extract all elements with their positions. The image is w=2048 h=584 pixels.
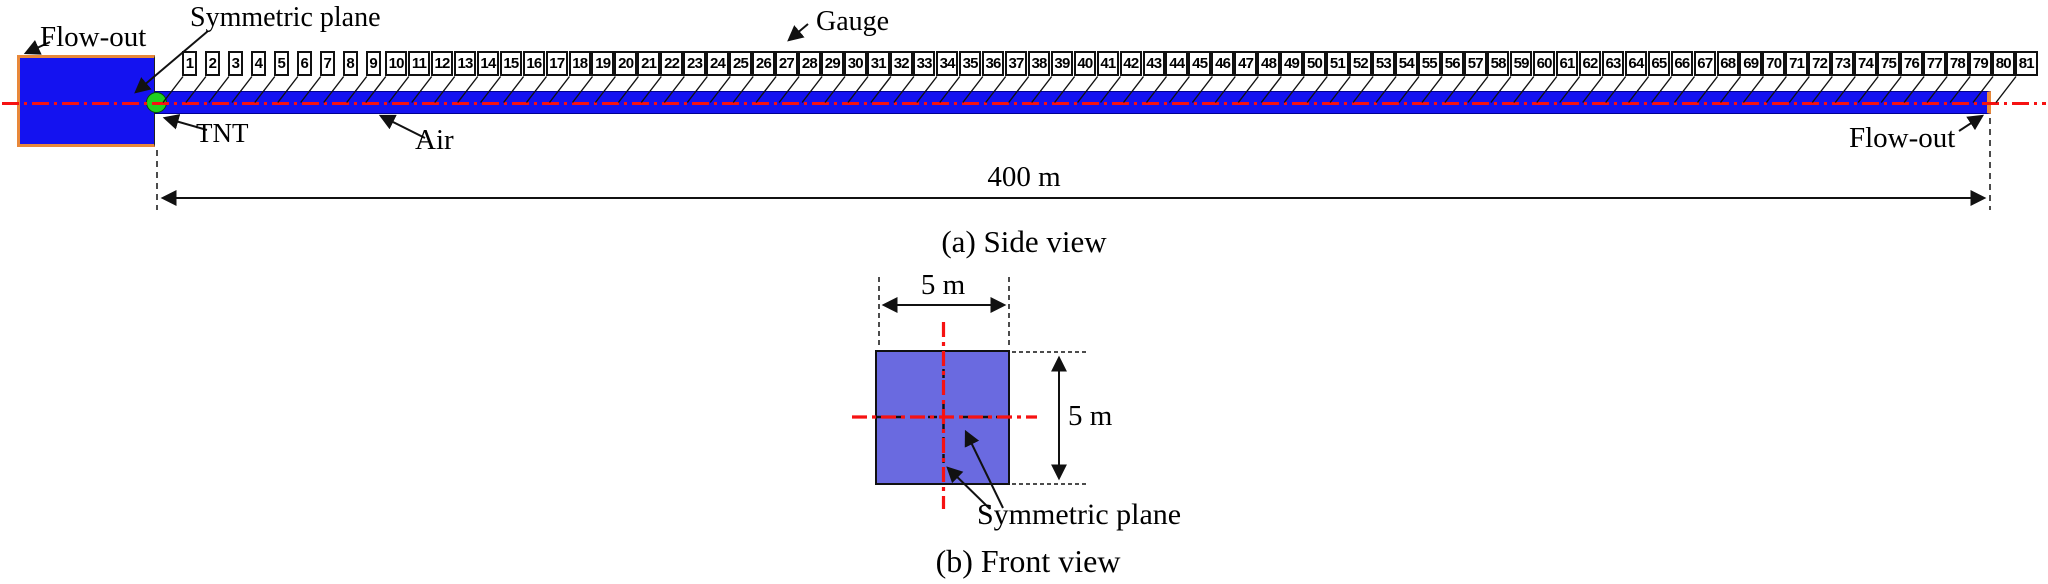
gauge-box: 74 xyxy=(1854,51,1877,76)
air-label: Air xyxy=(415,124,454,156)
gauge-box: 51 xyxy=(1326,51,1349,76)
gauge-box: 27 xyxy=(775,51,798,76)
flow-out-right-label: Flow-out xyxy=(1849,122,1956,154)
gauge-box: 19 xyxy=(591,51,615,76)
gauge-box: 5 xyxy=(273,51,289,76)
gauge-box: 72 xyxy=(1808,51,1831,76)
gauge-box: 14 xyxy=(476,51,500,76)
gauge-box: 37 xyxy=(1004,51,1028,76)
gauge-box: 55 xyxy=(1418,51,1441,76)
gauge-box: 20 xyxy=(614,51,637,76)
gauge-box: 56 xyxy=(1440,51,1464,76)
gauge-box: 52 xyxy=(1349,51,1372,76)
gauge-box: 3 xyxy=(227,51,243,76)
gauge-box: 25 xyxy=(729,51,752,76)
gauge-box: 69 xyxy=(1739,51,1763,76)
gauge-box: 9 xyxy=(365,51,381,76)
gauge-box: 38 xyxy=(1027,51,1051,76)
gauge-box: 29 xyxy=(821,51,844,76)
flow-out-left-label: Flow-out xyxy=(40,21,147,53)
gauge-box: 40 xyxy=(1073,51,1097,76)
gauge-box: 44 xyxy=(1165,51,1189,76)
gauge-label: Gauge xyxy=(816,6,890,37)
gauge-box: 16 xyxy=(522,51,546,76)
gauge-box: 62 xyxy=(1578,51,1602,76)
symmetric-plane-label: Symmetric plane xyxy=(190,2,381,33)
gauge-box: 76 xyxy=(1900,51,1923,76)
gauge-box: 12 xyxy=(430,51,454,76)
gauge-box: 7 xyxy=(319,51,335,76)
gauge-box: 39 xyxy=(1050,51,1074,76)
gauge-box: 26 xyxy=(752,51,775,76)
gauge-box: 31 xyxy=(866,51,890,76)
gauge-box: 15 xyxy=(499,51,523,76)
front-height-dimension-label: 5 m xyxy=(1068,400,1113,432)
gauge-box: 46 xyxy=(1211,51,1234,76)
gauge-box: 6 xyxy=(296,51,312,76)
flow-out-reservoir-region xyxy=(17,55,155,147)
gauge-box: 13 xyxy=(453,51,477,76)
gauge-box: 58 xyxy=(1486,51,1510,76)
gauge-box: 59 xyxy=(1509,51,1533,76)
gauge-box: 71 xyxy=(1785,51,1808,76)
gauge-box: 18 xyxy=(568,51,592,76)
gauge-box: 10 xyxy=(384,51,408,76)
gauge-box: 81 xyxy=(2014,51,2038,76)
gauge-box: 22 xyxy=(660,51,683,76)
gauge-box: 63 xyxy=(1601,51,1625,76)
gauge-box: 43 xyxy=(1142,51,1166,76)
gauge-box: 77 xyxy=(1923,51,1946,76)
gauge-box: 68 xyxy=(1716,51,1740,76)
gauge-box: 1 xyxy=(181,51,197,76)
gauge-box: 70 xyxy=(1762,51,1785,76)
gauge-box: 48 xyxy=(1257,51,1280,76)
gauge-box: 42 xyxy=(1119,51,1143,76)
gauge-box: 50 xyxy=(1303,51,1326,76)
gauge-box: 61 xyxy=(1555,51,1579,76)
gauge-box: 53 xyxy=(1372,51,1395,76)
gauge-box: 30 xyxy=(844,51,867,76)
gauge-box: 45 xyxy=(1188,51,1211,76)
gauge-box: 78 xyxy=(1946,51,1969,76)
gauge-box: 28 xyxy=(798,51,821,76)
gauge-box: 64 xyxy=(1624,51,1648,76)
front-width-dimension-label: 5 m xyxy=(920,269,966,301)
gauge-box: 75 xyxy=(1877,51,1900,76)
gauge-box: 17 xyxy=(545,51,569,76)
gauge-box: 33 xyxy=(912,51,936,76)
gauge-box: 32 xyxy=(889,51,913,76)
gauge-box: 80 xyxy=(1992,51,2015,76)
gauge-box: 23 xyxy=(683,51,706,76)
length-dimension-label: 400 m xyxy=(987,161,1061,193)
tnt-label: TNT xyxy=(196,118,249,148)
gauge-box: 4 xyxy=(250,51,266,76)
gauge-box: 60 xyxy=(1532,51,1556,76)
gauge-box: 79 xyxy=(1969,51,1992,76)
gauge-box: 2 xyxy=(204,51,220,76)
front-symmetric-plane-label: Symmetric plane xyxy=(977,498,1182,531)
gauge-box: 67 xyxy=(1693,51,1717,76)
gauge-box: 41 xyxy=(1096,51,1120,76)
gauge-box: 49 xyxy=(1280,51,1303,76)
gauge-box: 65 xyxy=(1647,51,1671,76)
gauge-box: 8 xyxy=(342,51,358,76)
gauge-box: 54 xyxy=(1395,51,1418,76)
gauge-box: 24 xyxy=(706,51,729,76)
gauge-box: 57 xyxy=(1463,51,1487,76)
gauge-box: 73 xyxy=(1831,51,1854,76)
gauge-box: 21 xyxy=(637,51,660,76)
gauge-box: 47 xyxy=(1234,51,1257,76)
gauge-box: 36 xyxy=(981,51,1005,76)
front-view-caption: (b) Front view xyxy=(935,543,1121,579)
side-view-caption: (a) Side view xyxy=(941,224,1107,259)
gauge-box: 34 xyxy=(935,51,959,76)
gauge-box: 66 xyxy=(1670,51,1694,76)
gauge-box: 35 xyxy=(958,51,982,76)
gauge-box: 11 xyxy=(407,51,431,76)
